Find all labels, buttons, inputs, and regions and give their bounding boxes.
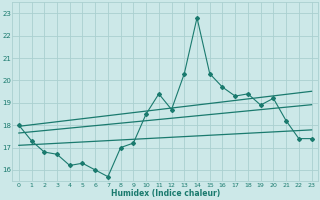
X-axis label: Humidex (Indice chaleur): Humidex (Indice chaleur) bbox=[111, 189, 220, 198]
